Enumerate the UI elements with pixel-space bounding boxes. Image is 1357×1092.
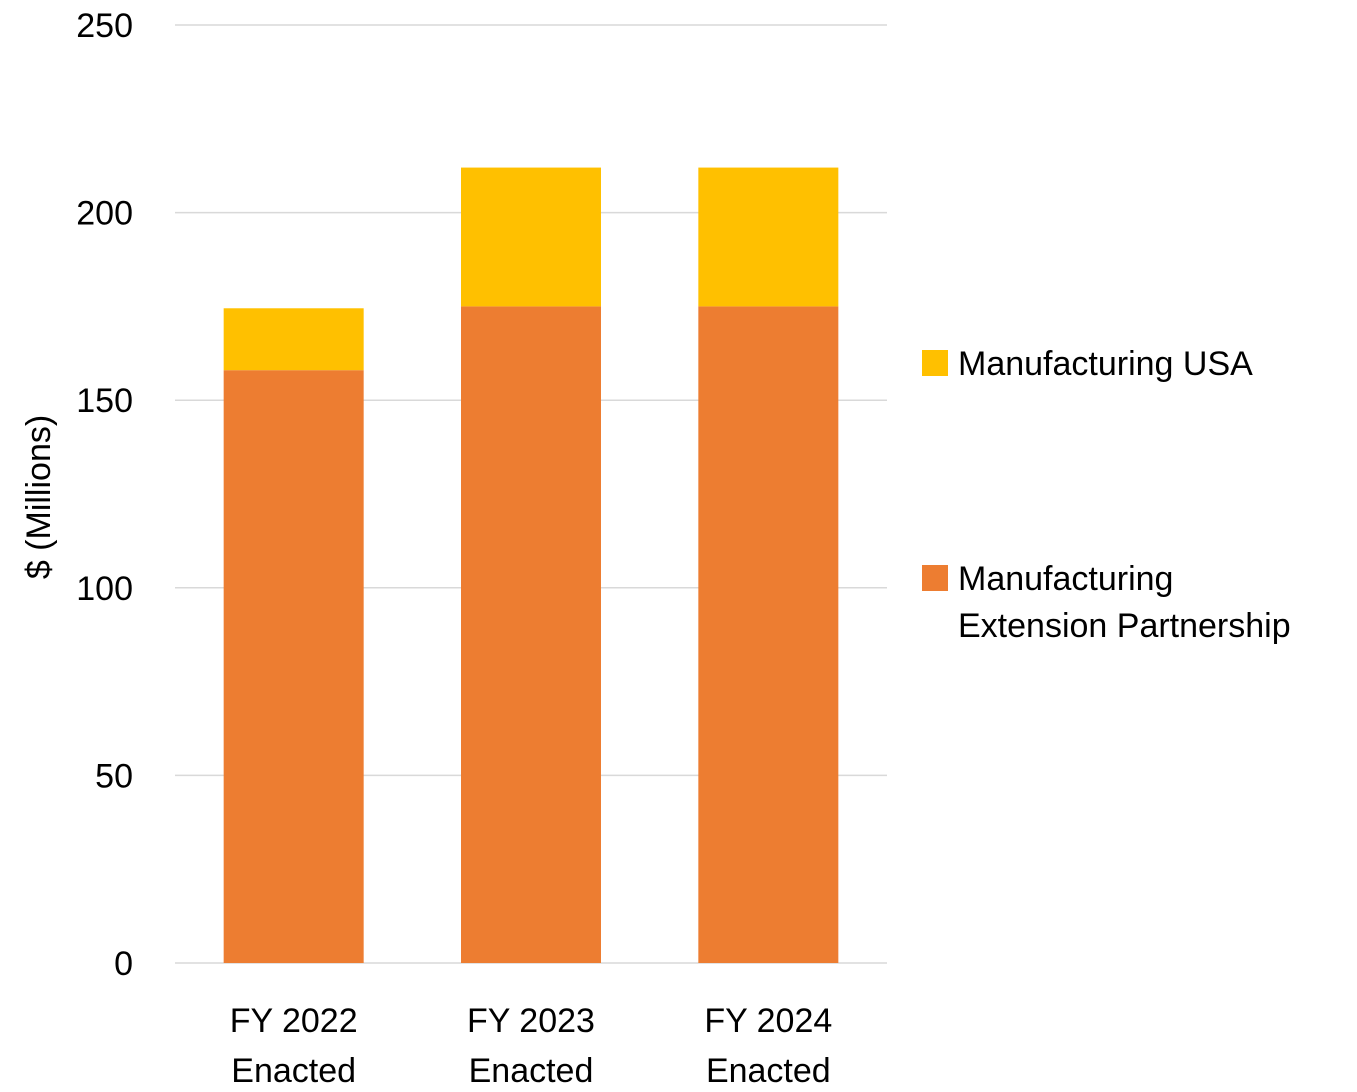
y-tick-label: 0 [114, 945, 133, 983]
y-axis-ticks: 0 50 100 150 200 250 [76, 7, 133, 983]
legend-swatch [922, 565, 948, 591]
legend-label: Extension Partnership [958, 607, 1291, 645]
legend-label: Manufacturing [958, 560, 1173, 598]
y-tick-label: 250 [76, 7, 133, 45]
legend-label: Manufacturing USA [958, 345, 1253, 383]
y-tick-label: 50 [95, 757, 133, 795]
x-axis-categories: FY 2022 Enacted FY 2023 Enacted FY 2024 Enact… [230, 1002, 833, 1090]
y-tick-label: 150 [76, 382, 133, 420]
legend: Manufacturing USA Manufacturing Extension … [922, 345, 1291, 645]
y-tick-label: 200 [76, 195, 133, 233]
bar-segment-manufacturing-usa-2 [698, 167, 839, 307]
x-category-label: Enacted [231, 1052, 356, 1087]
y-tick-label: 100 [76, 570, 133, 608]
x-category-label: FY 2024 [704, 1002, 832, 1040]
bar-segment-manufacturing-usa-0 [223, 308, 364, 371]
bar-segment-mep-2 [698, 306, 839, 963]
bars [223, 167, 839, 964]
x-category-label: Enacted [469, 1052, 594, 1087]
bar-segment-mep-1 [461, 306, 601, 963]
x-category-label: FY 2023 [467, 1002, 595, 1040]
x-category-label: Enacted [706, 1052, 831, 1087]
x-category-label: FY 2022 [230, 1002, 358, 1040]
bar-segment-manufacturing-usa-1 [461, 167, 601, 307]
legend-swatch [922, 350, 948, 376]
y-axis-label: $ (Millions) [20, 415, 58, 579]
bar-segment-mep-0 [223, 370, 364, 964]
